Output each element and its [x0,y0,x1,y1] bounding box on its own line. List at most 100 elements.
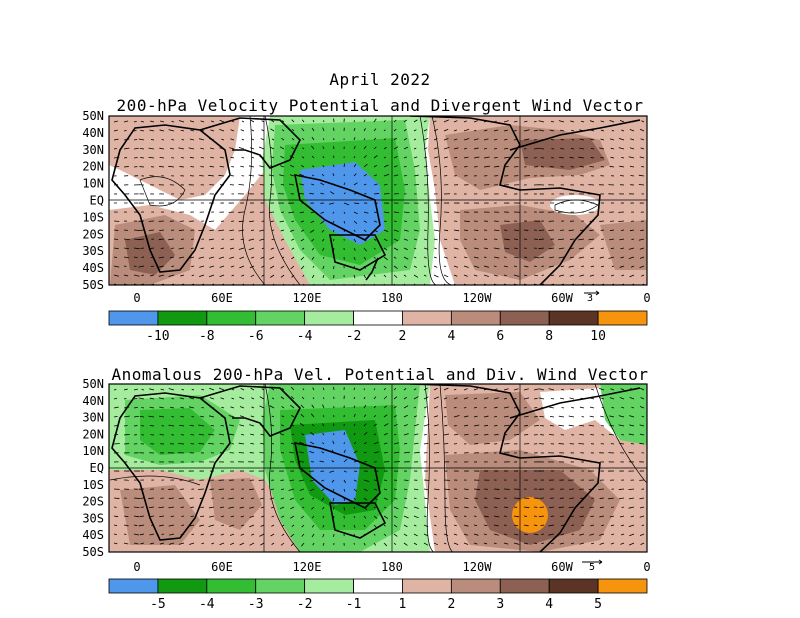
wind-arrow [433,165,438,168]
wind-arrow [589,120,595,123]
wind-arrow [433,138,438,141]
wind-arrow [331,460,335,463]
wind-arrow [310,220,315,223]
lon-label: 60E [211,291,233,305]
wind-arrow [189,397,195,400]
wind-arrow [558,120,565,123]
wind-arrow [393,247,399,251]
wind-arrow [571,524,575,526]
wind-arrow [463,433,469,436]
wind-arrow [189,424,195,427]
wind-arrow [138,138,145,141]
colorbar-label: 3 [496,597,504,612]
wind-arrow [239,406,245,409]
wind-arrow [393,220,397,223]
wind-arrow [158,397,165,400]
wind-arrow [493,524,499,527]
wind-arrow [178,497,185,499]
wind-arrow [570,148,575,150]
wind-arrow [639,515,645,518]
wind-arrow [590,515,595,518]
wind-arrow [229,524,235,527]
wind-arrow [220,397,225,400]
wind-arrow [141,389,145,391]
wind-arrow [321,488,325,492]
wind-arrow [209,229,215,232]
wind-arrow [328,202,335,205]
wind-arrow [483,515,489,518]
wind-arrow [291,247,295,250]
wind-arrow [240,524,245,527]
wind-arrow [393,415,397,418]
wind-arrow [363,247,367,252]
wind-arrow [558,274,565,277]
wind-arrow [191,388,195,391]
wind-arrow [149,533,155,536]
wind-arrow [113,388,117,391]
wind-arrow [149,406,155,409]
lat-label: EQ [90,461,104,475]
wind-arrow [533,416,538,418]
wind-arrow [423,433,427,436]
wind-arrow [540,256,545,259]
wind-arrow [229,533,235,536]
wind-arrow [393,256,397,259]
wind-arrow [463,247,467,250]
wind-arrow [503,274,507,277]
wind-arrow [639,247,645,250]
wind-arrow [413,274,419,278]
wind-arrow [363,432,368,436]
wind-arrow [513,238,519,240]
wind-arrow [333,238,335,242]
wind-arrow [538,120,545,123]
wind-arrow [393,451,400,454]
wind-arrow [311,533,315,538]
wind-arrow [280,424,285,427]
wind-arrow [240,533,245,536]
wind-arrow [170,406,175,409]
wind-arrow [629,415,635,418]
wind-arrow [280,497,285,500]
wind-arrow [229,229,235,232]
wind-arrow [413,424,419,427]
wind-arrow [298,479,305,482]
wind-arrow [423,238,428,241]
wind-arrow [291,146,295,150]
wind-arrow [423,542,429,546]
wind-arrow [473,397,478,400]
wind-arrow [523,524,529,527]
wind-arrow [280,165,285,168]
panel1-vector-reference: 3 [584,290,600,304]
wind-arrow [413,238,418,241]
wind-arrow [301,433,305,436]
wind-arrow [259,396,265,400]
wind-arrow [301,137,305,141]
lat-label: 20N [82,160,104,174]
wind-arrow [483,265,489,268]
wind-arrow [463,506,469,509]
wind-arrow [250,147,255,150]
wind-arrow [363,183,367,186]
wind-arrow [353,173,357,177]
wind-arrow [113,397,118,400]
wind-arrow [503,147,509,150]
wind-arrow [228,497,235,500]
wind-arrow [281,515,285,518]
wind-arrow [443,542,447,545]
wind-arrow [198,433,205,436]
wind-arrow [113,256,117,258]
wind-arrow [261,129,265,132]
wind-arrow [268,174,275,177]
wind-arrow [413,415,418,418]
wind-arrow [238,442,245,445]
wind-arrow [423,415,427,418]
wind-arrow [281,138,285,141]
wind-arrow [311,247,315,251]
wind-arrow [641,524,645,527]
wind-arrow [320,220,325,224]
wind-arrow [579,533,585,536]
wind-arrow [493,156,498,159]
wind-arrow [620,524,625,527]
wind-arrow [248,174,255,177]
svg-text:5: 5 [589,562,595,573]
